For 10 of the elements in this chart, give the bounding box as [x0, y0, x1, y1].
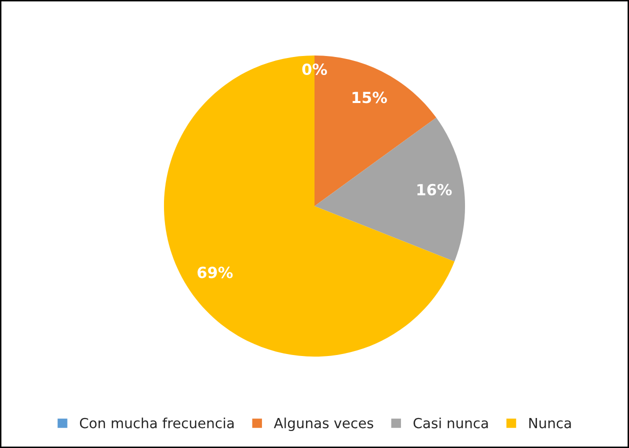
legend-label: Con mucha frecuencia: [80, 418, 234, 428]
legend-label: Algunas veces: [274, 418, 374, 432]
pie-slice: [164, 56, 454, 357]
text: 0%: [302, 63, 327, 76]
data-label: 16%: [417, 184, 452, 196]
data-label: 15%: [352, 92, 387, 104]
legend-label: Casi nunca: [414, 418, 488, 428]
legend-label: Nunca: [529, 418, 571, 428]
pie-slice: [314, 118, 466, 262]
data-label: 69%: [198, 266, 233, 278]
